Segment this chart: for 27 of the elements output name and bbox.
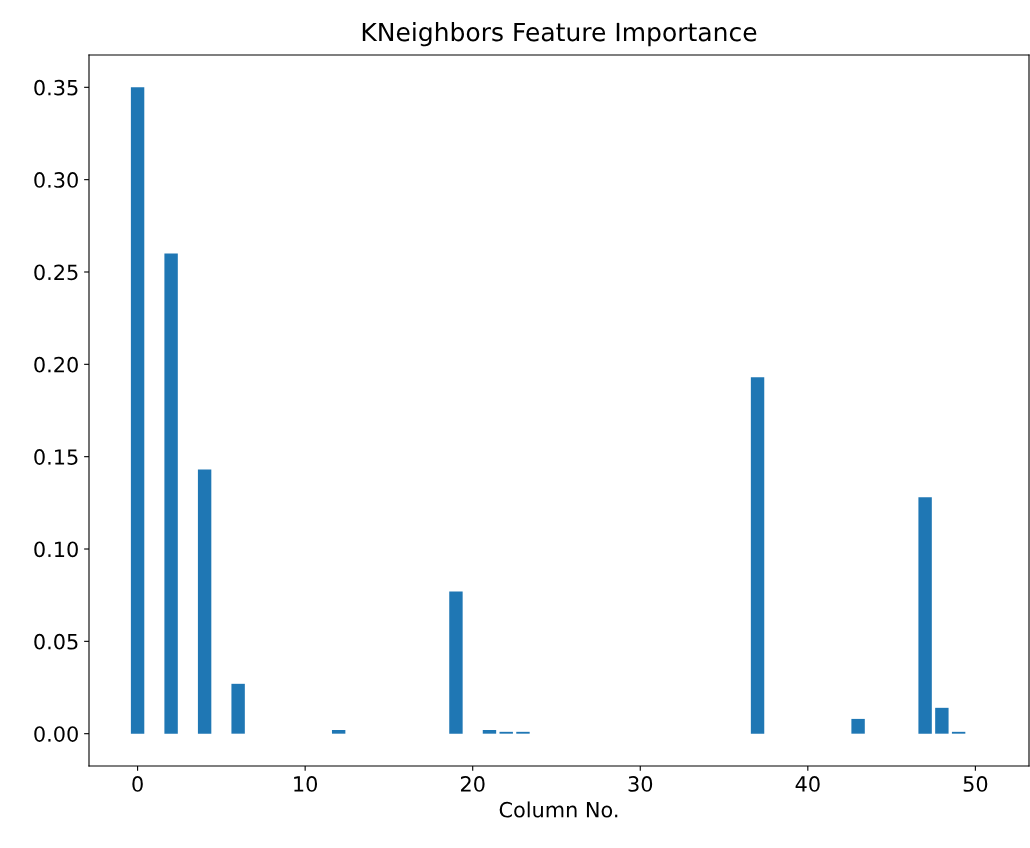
bar — [851, 718, 865, 734]
x-tick-label: 40 — [795, 776, 820, 792]
chart-title: KNeighbors Feature Importance — [362, 22, 757, 47]
x-tick-label: 10 — [294, 776, 318, 792]
bar — [449, 591, 463, 734]
bar — [918, 497, 932, 734]
x-tick-label: 30 — [628, 776, 653, 792]
bar — [164, 253, 178, 734]
y-tick-label: 0.35 — [34, 79, 78, 96]
y-tick-label: 0.00 — [34, 726, 78, 742]
y-tick-label: 0.20 — [34, 356, 78, 373]
bar — [750, 377, 765, 734]
x-tick-label: 0 — [132, 776, 143, 792]
y-tick-label: 0.10 — [34, 541, 78, 558]
y-tick-label: 0.15 — [34, 449, 78, 465]
bar — [482, 729, 497, 734]
bar — [231, 683, 245, 734]
x-axis-title: Column No. — [499, 801, 618, 818]
bar — [331, 729, 346, 734]
x-tick-label: 50 — [963, 776, 988, 792]
bar — [935, 707, 949, 734]
bar — [197, 469, 212, 734]
x-tick-label: 20 — [460, 776, 485, 792]
y-tick-label: 0.05 — [34, 633, 78, 650]
y-tick-label: 0.25 — [34, 264, 78, 281]
y-tick-label: 0.30 — [34, 172, 78, 188]
bar — [130, 87, 145, 734]
